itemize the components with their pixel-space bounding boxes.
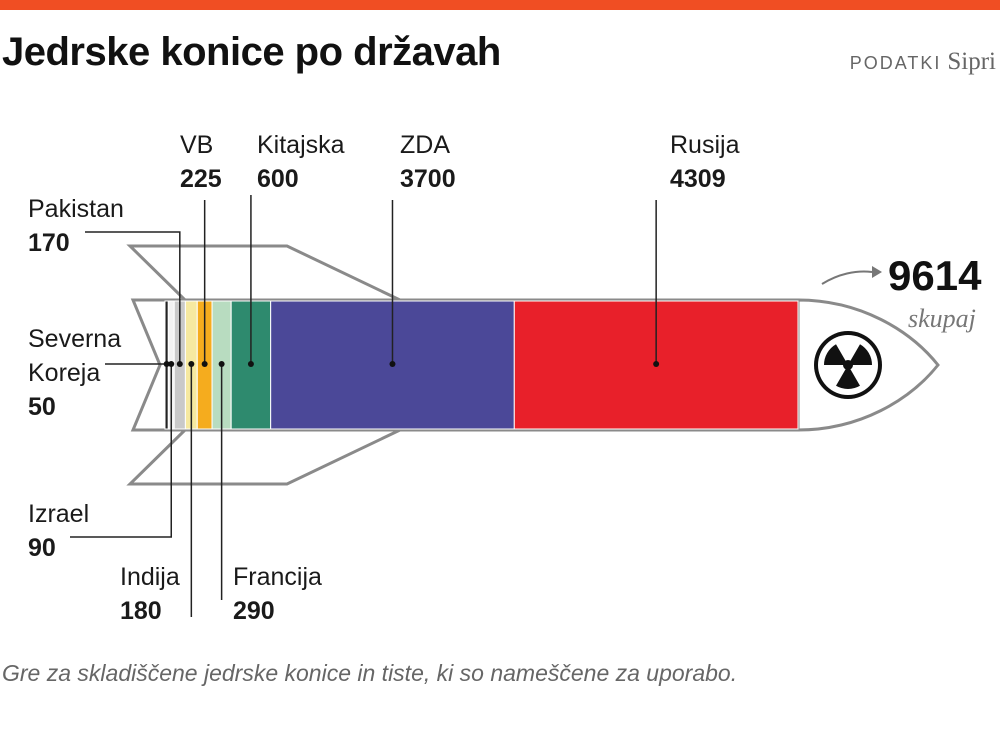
source-label: PODATKI — [849, 53, 942, 73]
category-label: ZDA — [400, 131, 450, 159]
value-label: 225 — [180, 165, 222, 193]
category-label: Izrael — [28, 500, 90, 528]
note: Gre za skladiščene jedrske konice in tis… — [2, 660, 738, 686]
segment-label: Severna Koreja 50 — [28, 322, 138, 424]
top-bar — [0, 0, 1000, 10]
value-label: 50 — [28, 393, 56, 421]
segment-label: ZDA 3700 — [400, 128, 456, 196]
category-label: Francija — [233, 563, 322, 591]
source-name: Sipri — [947, 48, 996, 75]
value-label: 3700 — [400, 165, 456, 193]
segment-label: Rusija 4309 — [670, 128, 739, 196]
fin — [126, 244, 401, 302]
value-label: 170 — [28, 229, 70, 257]
leader-dot — [188, 361, 195, 367]
leader-dot — [176, 361, 183, 367]
leader-line — [85, 231, 181, 364]
radiation-icon — [814, 331, 882, 399]
title: Jedrske konice po državah — [2, 30, 501, 74]
segment-label: Indija 180 — [120, 560, 180, 628]
segment-label: VB 225 — [180, 128, 222, 196]
value-label: 290 — [233, 597, 275, 625]
leader-dot — [218, 361, 225, 367]
segment-label: Francija 290 — [233, 560, 322, 628]
arrow — [821, 270, 873, 285]
fin — [126, 428, 401, 486]
category-label: Indija — [120, 563, 180, 591]
arrow-head — [872, 266, 882, 278]
leader-dot — [389, 361, 396, 367]
category-label: VB — [180, 131, 214, 159]
value-label: 90 — [28, 534, 56, 562]
category-label: Pakistan — [28, 195, 124, 223]
value-label: 4309 — [670, 165, 726, 193]
total: 9614 — [888, 252, 982, 299]
segment-label: Izrael 90 — [28, 497, 89, 565]
value-label: 180 — [120, 597, 162, 625]
leader-line — [70, 364, 173, 538]
category-label: Kitajska — [257, 131, 345, 159]
segment-label: Pakistan 170 — [28, 192, 124, 260]
category-label: Severna Koreja — [28, 325, 122, 387]
leader-dot — [201, 361, 208, 367]
source: PODATKI Sipri — [850, 48, 996, 76]
total-label: skupaj — [908, 304, 976, 333]
value-label: 600 — [257, 165, 299, 193]
category-label: Rusija — [670, 131, 740, 159]
leader-dot — [163, 361, 170, 367]
leader-dot — [168, 361, 175, 367]
leader-dot — [653, 361, 660, 367]
leader-dot — [247, 361, 254, 367]
segment-label: Kitajska 600 — [257, 128, 345, 196]
